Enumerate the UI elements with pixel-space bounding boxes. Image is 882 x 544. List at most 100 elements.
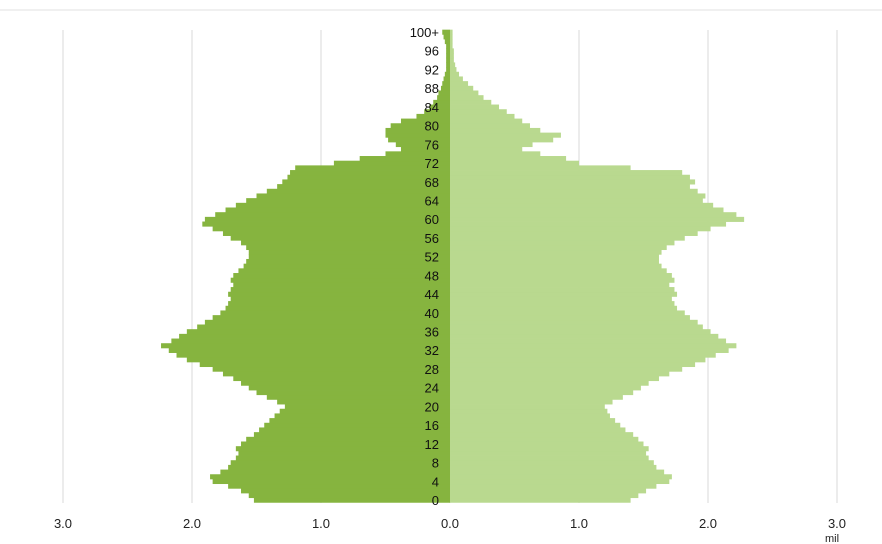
left-bar-age-93 — [446, 62, 450, 67]
age-label: 80 — [425, 119, 439, 134]
right-bar-age-51 — [450, 259, 659, 264]
left-bar-age-52 — [249, 254, 450, 259]
left-bar-age-64 — [246, 198, 450, 203]
left-bar-age-40 — [220, 310, 450, 315]
left-bar-age-27 — [223, 371, 450, 376]
right-bar-age-83 — [450, 109, 507, 114]
left-bar-age-45 — [231, 287, 450, 292]
age-label: 60 — [425, 212, 439, 227]
right-bar-age-73 — [450, 156, 566, 161]
age-label: 0 — [432, 493, 439, 508]
left-bar-age-62 — [226, 208, 450, 213]
right-bar-age-71 — [450, 165, 631, 170]
age-label: 92 — [425, 62, 439, 77]
age-label: 48 — [425, 268, 439, 283]
left-bar-age-17 — [269, 418, 450, 423]
left-bar-age-50 — [244, 264, 450, 269]
right-bar-age-4 — [450, 479, 669, 484]
right-bar-age-50 — [450, 264, 662, 269]
left-bar-age-99 — [444, 34, 450, 39]
left-bar-age-49 — [238, 268, 450, 273]
left-bar-age-31 — [177, 353, 450, 358]
left-bar-age-15 — [259, 427, 450, 432]
right-bar-age-25 — [450, 381, 649, 386]
right-bar-age-49 — [450, 268, 667, 273]
right-bar-age-62 — [450, 208, 723, 213]
right-bar-age-39 — [450, 315, 690, 320]
right-bar-age-77 — [450, 137, 553, 142]
left-bar-age-57 — [223, 231, 450, 236]
age-label: 96 — [425, 44, 439, 59]
left-bar-age-3 — [228, 484, 450, 489]
right-bar-age-1 — [450, 493, 638, 498]
x-axis-ticks: 3.0 2.0 1.0 0.0 1.0 2.0 3.0 — [54, 516, 846, 531]
left-bar-age-96 — [446, 48, 450, 53]
right-bar-age-43 — [450, 296, 672, 301]
right-bar-age-13 — [450, 437, 638, 442]
right-bar-age-63 — [450, 203, 713, 208]
right-bar-age-99 — [450, 34, 453, 39]
right-bar-age-60 — [450, 217, 744, 222]
right-bar-age-82 — [450, 114, 515, 119]
right-bar-age-64 — [450, 198, 703, 203]
age-label: 28 — [425, 362, 439, 377]
right-bar-age-0 — [450, 498, 631, 503]
left-bar-age-32 — [169, 348, 450, 353]
age-label: 100+ — [410, 25, 439, 40]
right-bar-age-93 — [450, 62, 455, 67]
left-bar-age-26 — [233, 376, 450, 381]
left-bar-age-0 — [254, 498, 450, 503]
x-tick-label: 0.0 — [441, 516, 459, 531]
right-bar-age-47 — [450, 278, 674, 283]
left-bar-age-29 — [200, 362, 450, 367]
left-bar-age-48 — [233, 273, 450, 278]
right-bar-age-12 — [450, 442, 644, 447]
right-bar-age-69 — [450, 175, 690, 180]
right-bar-age-2 — [450, 488, 646, 493]
right-bar-age-45 — [450, 287, 674, 292]
right-bar-age-56 — [450, 236, 685, 241]
right-bar-age-92 — [450, 67, 456, 72]
x-tick-label: 1.0 — [570, 516, 588, 531]
age-label: 8 — [432, 456, 439, 471]
left-bar-age-80 — [391, 123, 450, 128]
age-label: 4 — [432, 474, 439, 489]
age-label: 52 — [425, 250, 439, 265]
left-bar-age-79 — [386, 128, 451, 133]
age-label: 20 — [425, 399, 439, 414]
right-bar-age-29 — [450, 362, 695, 367]
right-bar-age-27 — [450, 371, 669, 376]
right-bar-age-78 — [450, 133, 561, 138]
right-bar-age-59 — [450, 222, 726, 227]
left-bar-age-28 — [213, 367, 450, 372]
left-bar-age-1 — [249, 493, 450, 498]
left-bar-age-95 — [446, 53, 450, 58]
left-bar-age-42 — [228, 301, 450, 306]
right-bar-age-19 — [450, 409, 607, 414]
left-bar-age-12 — [241, 442, 450, 447]
left-bar-age-46 — [233, 282, 450, 287]
left-bar-age-53 — [249, 250, 450, 255]
age-label: 44 — [425, 287, 439, 302]
left-bar-age-36 — [187, 329, 450, 334]
right-bar-age-14 — [450, 432, 633, 437]
x-tick-label: 2.0 — [183, 516, 201, 531]
right-bar-age-48 — [450, 273, 672, 278]
age-label: 40 — [425, 306, 439, 321]
right-bar-age-97 — [450, 44, 453, 49]
right-bar-age-86 — [450, 95, 484, 100]
right-bar-age-53 — [450, 250, 662, 255]
right-bar-age-28 — [450, 367, 682, 372]
right-bar-age-32 — [450, 348, 729, 353]
right-bar-age-96 — [450, 48, 454, 53]
age-label: 36 — [425, 325, 439, 340]
left-bar-age-94 — [446, 58, 450, 63]
x-tick-label: 2.0 — [699, 516, 717, 531]
age-label: 88 — [425, 81, 439, 96]
right-bar-age-37 — [450, 325, 703, 330]
right-bar-age-89 — [450, 81, 468, 86]
right-bar-age-80 — [450, 123, 530, 128]
x-tick-label: 3.0 — [54, 516, 72, 531]
right-bar-age-15 — [450, 427, 625, 432]
